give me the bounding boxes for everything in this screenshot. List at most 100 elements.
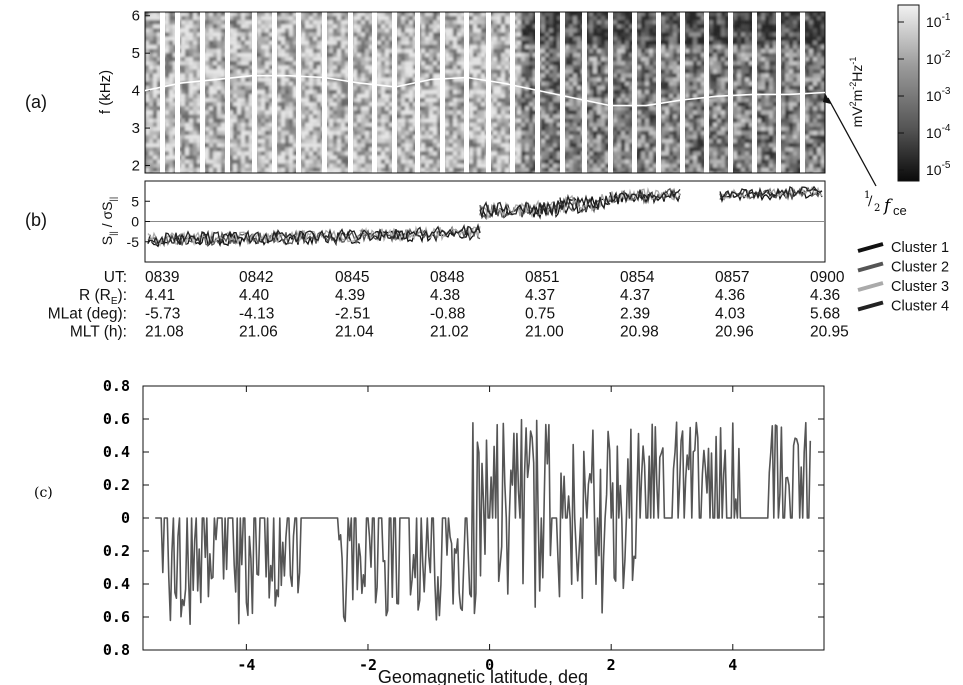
spectrogram-cell bbox=[629, 12, 633, 17]
spectrogram-cell bbox=[337, 135, 341, 140]
spectrogram-cell bbox=[345, 57, 349, 62]
spectrogram-cell bbox=[209, 130, 213, 136]
spectrogram-cell bbox=[169, 48, 173, 54]
spectrogram-cell bbox=[621, 69, 625, 74]
spectrogram-cell bbox=[357, 69, 361, 74]
spectrogram-cell bbox=[625, 57, 629, 62]
spectrogram-cell bbox=[437, 57, 441, 62]
spectrogram-cell bbox=[621, 28, 625, 33]
spectrogram-cell bbox=[473, 151, 477, 156]
spectrogram-cell bbox=[597, 155, 601, 160]
spectrogram-cell bbox=[397, 151, 401, 156]
spectrogram-cell bbox=[397, 69, 401, 74]
spectrogram-cell bbox=[433, 32, 437, 37]
spectrogram-cell bbox=[597, 69, 601, 74]
spectrogram-cell bbox=[289, 69, 293, 74]
spectrogram-cell bbox=[529, 118, 533, 123]
spectrogram-cell bbox=[317, 57, 321, 62]
spectrogram-cell bbox=[165, 53, 169, 58]
spectrogram-cell bbox=[293, 126, 297, 131]
spectrogram-cell bbox=[445, 139, 449, 144]
spectrogram-cell bbox=[617, 151, 621, 156]
spectrogram-cell bbox=[197, 61, 201, 66]
spectrogram-cell bbox=[497, 61, 501, 66]
spectrogram-cell bbox=[149, 61, 153, 66]
spectrogram-cell bbox=[289, 85, 293, 90]
spectrogram-cell bbox=[293, 40, 297, 45]
spectrogram-cell bbox=[541, 143, 545, 148]
spectrogram-cell bbox=[149, 130, 153, 136]
spectrogram-cell bbox=[517, 147, 521, 152]
spectrogram-cell bbox=[545, 155, 549, 160]
spectrogram-cell bbox=[149, 57, 153, 62]
spectrogram-cell bbox=[221, 69, 225, 74]
spectrogram-cell bbox=[305, 159, 309, 164]
spectrogram-cell bbox=[521, 98, 525, 103]
spectrogram-cell bbox=[193, 28, 197, 33]
spectrogram-cell bbox=[221, 16, 225, 21]
spectrogram-cell bbox=[329, 147, 333, 152]
spectrogram-cell bbox=[217, 40, 221, 45]
spectrogram-cell bbox=[353, 40, 357, 45]
spectrogram-cell bbox=[357, 57, 361, 62]
spectrogram-cell bbox=[557, 94, 561, 99]
spectrogram-cell bbox=[193, 20, 197, 25]
spectrogram-cell bbox=[553, 48, 557, 54]
spectrogram-cell bbox=[369, 94, 373, 99]
spectrogram-cell bbox=[165, 98, 169, 103]
spectrogram-cell bbox=[277, 89, 281, 95]
spectrogram-cell bbox=[333, 44, 337, 49]
spectrogram-cell bbox=[445, 167, 449, 172]
spectrogram-cell bbox=[621, 61, 625, 66]
spectrogram-cell bbox=[401, 159, 405, 164]
spectrogram-cell bbox=[309, 130, 313, 136]
spectrogram-cell bbox=[593, 24, 597, 29]
spectrogram-cell bbox=[621, 89, 625, 95]
spectrogram-cell bbox=[281, 44, 285, 49]
spectrogram-cell bbox=[357, 110, 361, 115]
spectrogram-cell bbox=[317, 130, 321, 136]
spectrogram-cell bbox=[145, 151, 149, 156]
spectrogram-cell bbox=[469, 147, 473, 152]
spectrogram-cell bbox=[473, 167, 477, 172]
spectrogram-cell bbox=[377, 98, 381, 103]
spectrogram-cell bbox=[221, 118, 225, 123]
spectrogram-cell bbox=[481, 40, 485, 45]
spectrogram-cell bbox=[401, 130, 405, 136]
spectrogram-cell bbox=[521, 163, 525, 168]
spectrogram-cell bbox=[281, 20, 285, 25]
spectrogram-cell bbox=[345, 151, 349, 156]
spectrogram-cell bbox=[157, 114, 161, 119]
spectrogram-cell bbox=[501, 73, 505, 78]
spectrogram-cell bbox=[497, 85, 501, 90]
spectrogram-cell bbox=[221, 114, 225, 119]
spectrogram-cell bbox=[369, 48, 373, 54]
spectrogram-cell bbox=[405, 69, 409, 74]
spectrogram-cell bbox=[309, 106, 313, 111]
spectrogram-cell bbox=[433, 36, 437, 41]
spectrogram-cell bbox=[289, 24, 293, 29]
spectrogram-cell bbox=[621, 36, 625, 41]
spectrogram-cell bbox=[281, 139, 285, 144]
spectrogram-cell bbox=[185, 12, 189, 17]
spectrogram-cell bbox=[425, 139, 429, 144]
spectrogram-cell bbox=[409, 20, 413, 25]
spectrogram-cell bbox=[425, 98, 429, 103]
spectrogram-cell bbox=[405, 12, 409, 17]
spectrogram-cell bbox=[213, 130, 217, 136]
spectrogram-cell bbox=[149, 171, 153, 173]
spectrogram-cell bbox=[449, 36, 453, 41]
spectrogram-cell bbox=[565, 16, 569, 21]
spectrogram-cell bbox=[241, 40, 245, 45]
spectrogram-cell bbox=[453, 159, 457, 164]
spectrogram-cell bbox=[305, 65, 309, 70]
spectrogram-cell bbox=[185, 69, 189, 74]
spectrogram-cell bbox=[409, 36, 413, 41]
spectrogram-cell bbox=[233, 36, 237, 41]
spectrogram-cell bbox=[641, 135, 645, 140]
spectrogram-cell bbox=[181, 65, 185, 70]
spectrogram-cell bbox=[301, 171, 305, 173]
spectrogram-cell bbox=[169, 65, 173, 70]
spectrogram-cell bbox=[281, 89, 285, 95]
spectrogram-cell bbox=[305, 151, 309, 156]
